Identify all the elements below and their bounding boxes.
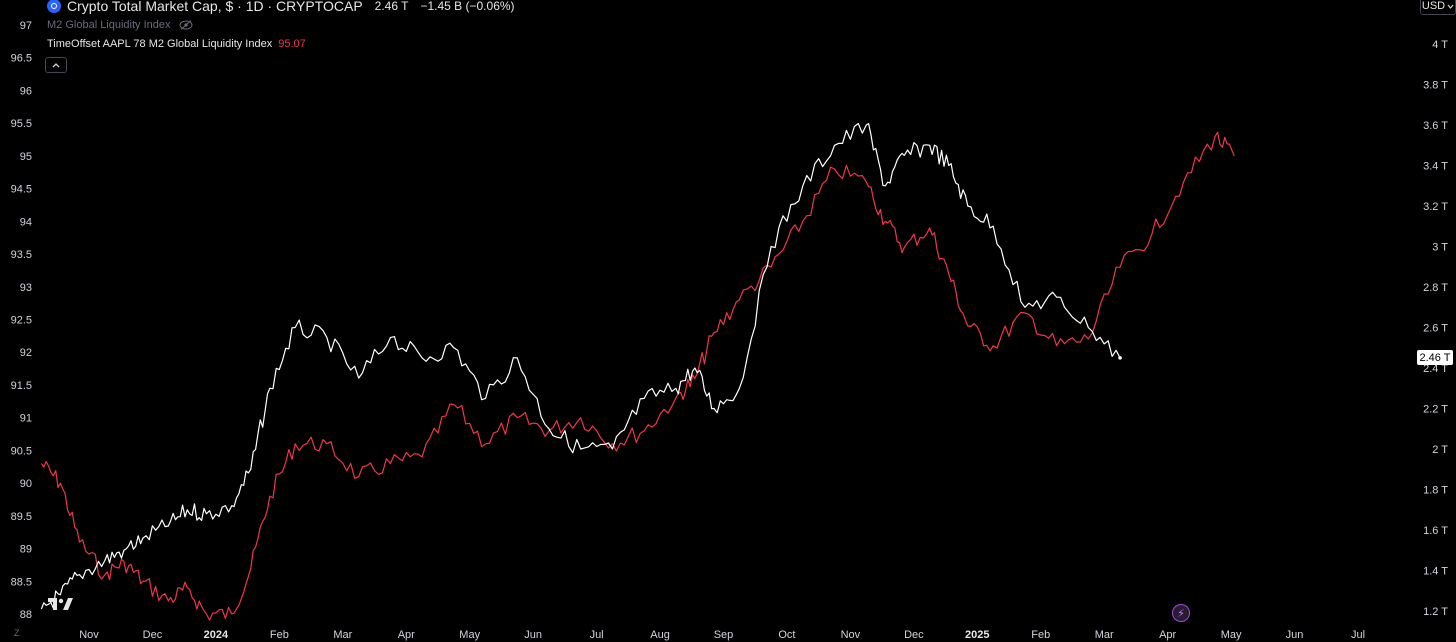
crypto-symbol-icon [47,0,61,13]
right-axis-tick-label: 3.2 T [1423,201,1448,213]
indicator-timeoffset-row[interactable]: TimeOffset AAPL 78 M2 Global Liquidity I… [47,38,306,50]
currency-label: USD [1421,0,1446,12]
left-axis-tick-label: 94.5 [11,184,32,196]
x-axis-tick-label: Apr [398,629,415,641]
x-axis-tick-label: Feb [1031,629,1050,641]
currency-select[interactable]: USD [1420,0,1456,15]
collapse-legend-button[interactable] [45,57,67,73]
red-series-line [40,131,1235,621]
left-axis-tick-label: 91.5 [11,380,32,392]
x-axis-tick-label: Dec [904,629,924,641]
x-axis-tick-label: May [459,629,480,641]
symbol-change: −1.45 B (−0.06%) [420,0,515,13]
chevron-up-icon [52,63,60,68]
left-axis-tick-label: 96.5 [11,53,32,65]
symbol-title-row[interactable]: Crypto Total Market Cap, $ · 1D · CRYPTO… [47,0,515,14]
right-axis-tick-label: 3.8 T [1423,80,1448,92]
symbol-price: 2.46 T [374,0,409,13]
white-series-line [40,122,1121,610]
symbol-title: Crypto Total Market Cap, $ · 1D · CRYPTO… [67,0,363,14]
left-axis-tick-label: 96 [20,85,32,97]
x-axis-tick-label: Nov [79,629,99,641]
x-axis-tick-label: Aug [650,629,670,641]
right-axis-tick-label: 3.6 T [1423,120,1448,132]
right-axis-tick-label: 2.6 T [1423,323,1448,335]
left-axis-tick-label: 89 [20,544,32,556]
hidden-eye-icon[interactable] [179,20,193,30]
left-axis-tick-label: 95.5 [11,118,32,130]
x-axis-tick-label: Feb [270,629,289,641]
lightning-icon[interactable]: ⚡ [1172,604,1190,622]
zoom-label: Z [14,628,20,638]
indicator-timeoffset-value: 95.07 [278,38,306,50]
indicator-timeoffset-label: TimeOffset AAPL 78 M2 Global Liquidity I… [47,38,273,50]
x-axis-tick-label: Mar [333,629,352,641]
left-axis-tick-label: 91 [20,413,32,425]
left-axis-tick-label: 92.5 [11,315,32,327]
right-axis-tick-label: 2.8 T [1423,282,1448,294]
left-axis-tick-label: 89.5 [11,511,32,523]
left-axis-tick-label: 88 [20,609,32,621]
last-point-marker [1118,356,1122,360]
tradingview-logo-icon [48,598,73,610]
left-axis-tick-label: 97 [20,20,32,32]
x-axis-tick-label: Dec [143,629,163,641]
indicator-m2-row[interactable]: M2 Global Liquidity Index [47,19,193,31]
right-axis-tick-label: 1.8 T [1423,485,1448,497]
x-axis-tick-label: 2025 [965,629,989,641]
left-axis-tick-label: 88.5 [11,576,32,588]
x-axis-tick-label: 2024 [204,629,229,641]
x-axis-tick-label: Sep [714,629,734,641]
right-axis-tick-label: 3 T [1432,242,1448,254]
right-axis-tick-label: 2 T [1432,444,1448,456]
right-axis-tick-label: 4 T [1432,39,1448,51]
x-axis-tick-label: Mar [1095,629,1114,641]
left-axis-tick-label: 92 [20,347,32,359]
x-axis-tick-label: Jun [1286,629,1304,641]
right-axis-tick-label: 2.4 T [1423,363,1448,375]
chevron-down-icon [1447,4,1454,9]
x-axis-tick-label: Apr [1159,629,1176,641]
x-axis-tick-label: Nov [841,629,861,641]
right-axis-tick-label: 1.2 T [1423,606,1448,618]
left-axis-tick-label: 90 [20,478,32,490]
x-axis-tick-label: Jul [590,629,604,641]
right-axis-tick-label: 2.2 T [1423,404,1448,416]
right-axis-tick-label: 1.6 T [1423,525,1448,537]
left-axis-tick-label: 95 [20,151,32,163]
x-axis-tick-label: Jul [1351,629,1365,641]
right-axis-tick-label: 3.4 T [1423,161,1448,173]
x-axis-tick-label: Oct [778,629,795,641]
indicator-m2-label: M2 Global Liquidity Index [47,19,171,31]
left-axis-tick-label: 94 [20,216,32,228]
right-axis-tick-label: 1.4 T [1423,566,1448,578]
left-axis-tick-label: 93 [20,282,32,294]
last-price-badge: 2.46 T [1417,350,1453,365]
left-axis-tick-label: 90.5 [11,445,32,457]
x-axis-tick-label: May [1221,629,1242,641]
left-axis-tick-label: 93.5 [11,249,32,261]
x-axis-tick-label: Jun [524,629,542,641]
